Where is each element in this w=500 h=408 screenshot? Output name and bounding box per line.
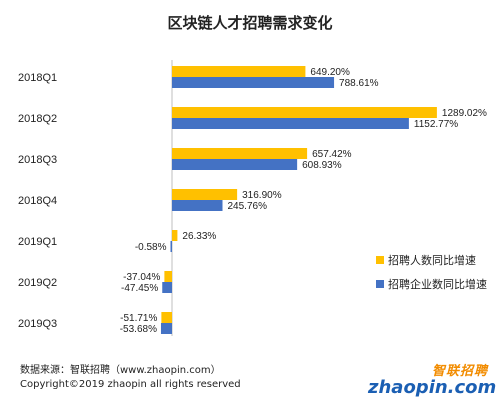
bar-hiring-count (161, 312, 172, 323)
legend-swatch (376, 256, 384, 264)
data-label: 1289.02% (442, 108, 487, 119)
data-labels: 649.20%788.61% 1289.02%1152.77% 657.42%608… (120, 67, 487, 335)
bar-hiring-count (172, 66, 306, 77)
data-label: -53.68% (120, 324, 157, 335)
category-label: 2019Q3 (18, 318, 57, 330)
category-labels: 2018Q1 2018Q2 2018Q3 2018Q4 2019Q1 2019Q2 2019… (18, 72, 57, 330)
category-label: 2018Q1 (18, 72, 57, 84)
data-label: 788.61% (339, 78, 379, 89)
data-label: 657.42% (312, 149, 352, 160)
data-label: -47.45% (121, 283, 158, 294)
data-label: 316.90% (242, 190, 282, 201)
data-label: 26.33% (182, 231, 216, 242)
source-note: 数据来源：智联招聘（www.zhaopin.com） (20, 365, 221, 376)
logo-text-cn: 智联招聘 (431, 364, 488, 379)
legend-swatch (376, 280, 384, 288)
data-label: -0.58% (135, 242, 167, 253)
bar-hiring-count (164, 271, 172, 282)
data-label: 649.20% (310, 67, 350, 78)
bar-hiring-count (172, 189, 238, 200)
legend-label: 招聘企业数同比增速 (388, 277, 487, 291)
bar-hiring-companies (172, 159, 298, 170)
bar-hiring-companies (160, 323, 172, 334)
category-label: 2018Q3 (18, 154, 57, 166)
bar-hiring-companies (162, 282, 172, 293)
category-label: 2019Q1 (18, 236, 57, 248)
bar-hiring-count (172, 230, 178, 241)
bar-hiring-companies (172, 200, 223, 211)
data-label: -37.04% (123, 272, 160, 283)
data-label: -51.71% (120, 313, 157, 324)
bar-hiring-companies (172, 118, 409, 129)
bar-hiring-count (172, 148, 308, 159)
bar-hiring-companies (170, 241, 172, 252)
copyright-note: Copyright©2019 zhaopin all rights reserv… (20, 379, 241, 390)
zhaopin-logo: 智联招聘 zhaopin.com (368, 360, 497, 400)
category-label: 2018Q4 (18, 195, 57, 207)
chart-title: 区块链人才招聘需求变化 (167, 14, 333, 32)
data-label: 608.93% (302, 160, 342, 171)
bar-hiring-count (172, 107, 437, 118)
logo-text-en: zhaopin.com (368, 377, 497, 398)
data-label: 245.76% (228, 201, 268, 212)
category-label: 2018Q2 (18, 113, 57, 125)
legend-label: 招聘人数同比增速 (388, 253, 476, 267)
data-label: 1152.77% (414, 119, 458, 130)
category-label: 2019Q2 (18, 277, 57, 289)
bars (160, 66, 437, 334)
bar-hiring-companies (172, 77, 335, 88)
